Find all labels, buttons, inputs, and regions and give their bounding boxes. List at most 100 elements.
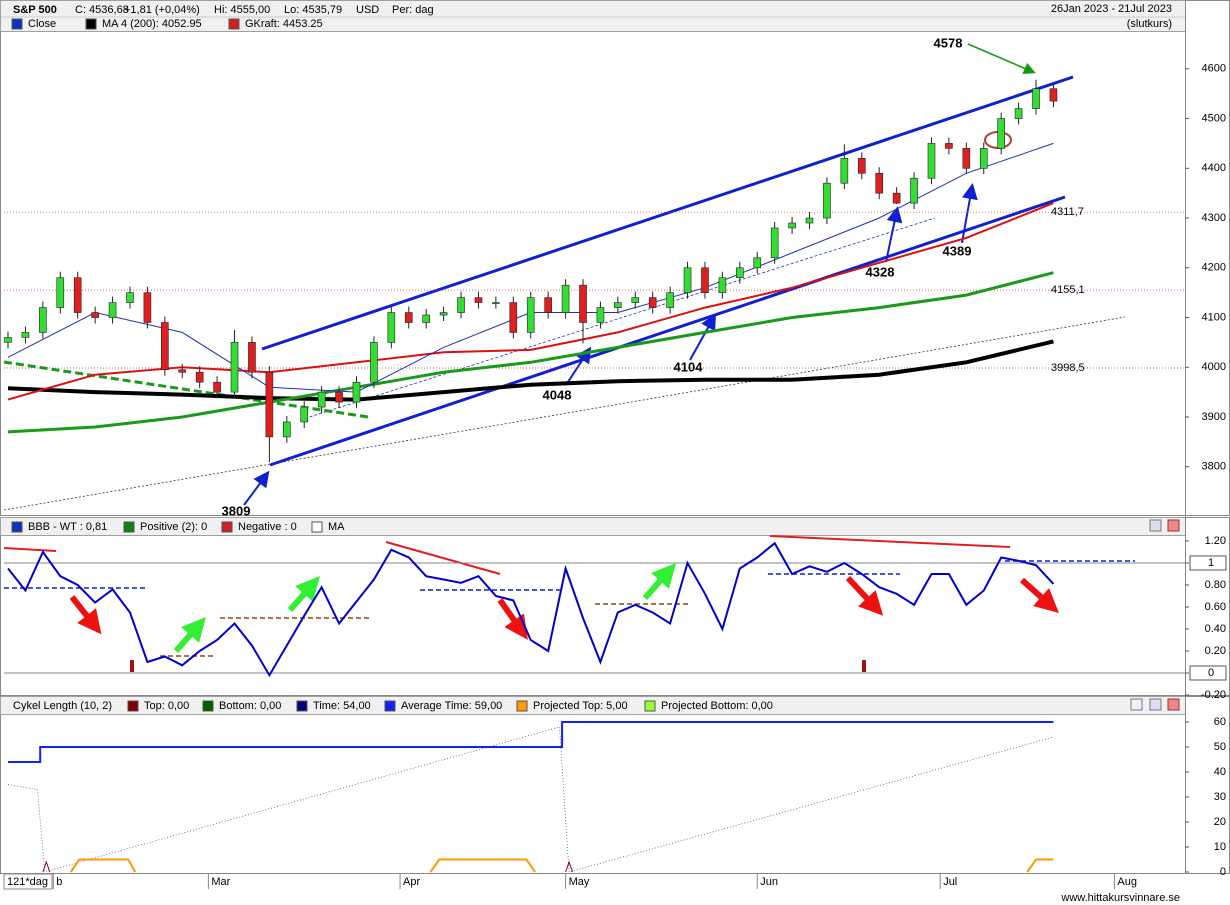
candle-body [979,148,988,169]
candle-body [492,302,500,304]
cycle-panel [0,696,1230,874]
price-panel [0,0,1230,516]
header-value: C: 4536,68 [75,4,129,16]
annotation: 4578 [934,35,963,50]
candle-body [910,177,918,204]
candle-body [840,158,849,184]
y-tick-label: 4200 [1202,262,1226,274]
x-tick-label: Apr [403,876,420,888]
panel-title: Cykel Length (10, 2) [13,700,112,712]
candle-body [718,277,727,293]
x-tick-label: Jul [943,876,957,888]
candle-body [631,297,640,303]
candle-body [282,421,291,438]
candle-body [561,284,570,313]
legend-swatch [202,700,214,712]
header-value: Lo: 4535,79 [284,4,342,16]
legend-label: Average Time: 59,00 [401,700,502,712]
candle-body [213,381,221,393]
candle-body [509,302,518,333]
candle-body [736,267,744,279]
panel-title: S&P 500 [13,4,57,16]
candle-body [927,143,936,179]
indicator-line [69,858,1054,873]
candle-body [962,148,971,169]
legend-swatch [85,18,97,30]
legend-label: Top: 0,00 [144,700,189,712]
candle-body [73,277,82,313]
candle-body [457,297,465,313]
candle-body [422,314,430,323]
annotation: 4104 [674,359,704,374]
legend-label: Projected Bottom: 0,00 [661,700,773,712]
legend-swatch [123,521,135,533]
close-icon[interactable] [1167,698,1180,711]
indicator-drawings [3,535,1135,672]
y-tick-label: 40 [1214,766,1226,778]
legend-swatch [11,521,23,533]
candle-body [300,406,309,423]
candle-body [126,292,134,303]
legend-label: MA 4 (200): 4052.95 [102,18,202,30]
legend-label: Positive (2): 0 [140,521,207,533]
candle-body [945,143,953,149]
candle-body [997,118,1005,149]
settings-icon[interactable] [1149,519,1162,532]
header-value: Hi: 4555,00 [214,4,270,16]
price-type: (slutkurs) [1127,18,1172,30]
overlay-line [7,339,1054,402]
y-tick-label: 0 [1208,667,1214,679]
y-tick-label: 4400 [1202,162,1226,174]
candle-body [352,381,361,403]
candle-body [805,217,814,224]
candle-body [683,267,692,293]
y-tick-label: 0.60 [1205,601,1226,613]
settings-icon[interactable] [1149,698,1162,711]
candle-body [317,391,326,408]
close-icon[interactable] [1167,519,1180,532]
candle-body [195,371,204,383]
candle-body [248,342,256,373]
legend-label: GKraft: 4453.25 [245,18,323,30]
x-tick-label: b [56,876,62,888]
header-value: Per: dag [392,4,434,16]
legend-label: Projected Top: 5,00 [533,700,628,712]
indicator-line [8,721,1054,763]
legend-label: Bottom: 0,00 [219,700,281,712]
y-tick-label: 0.80 [1205,579,1226,591]
candle-body [701,267,709,293]
legend-label: Time: 54,00 [313,700,371,712]
y-tick-label: 50 [1214,741,1226,753]
candle-body [230,342,239,393]
candle-body [387,312,396,343]
legend-swatch [516,700,528,712]
candle-body [1032,88,1040,109]
level-label: 3998,5 [1051,362,1085,374]
candle-body [770,227,779,259]
candle-body [648,297,657,308]
y-tick-box [1189,665,1227,681]
annotation: 4048 [543,387,572,402]
annotation: 3809 [222,503,251,518]
y-tick-label: 4000 [1202,361,1226,373]
y-tick-label: 20 [1214,816,1226,828]
period-box [3,873,53,890]
x-tick-label: Jun [760,876,778,888]
indicator-line [7,541,1055,678]
y-tick-label: 4300 [1202,212,1226,224]
indicator-panel [0,517,1230,696]
candle-body [614,302,622,308]
period-label: 121*dag [7,876,48,888]
candle-body [178,369,187,373]
legend-label: Negative : 0 [238,521,297,533]
candle-body [108,302,117,318]
info-icon[interactable] [1130,698,1143,711]
y-tick-box [1189,555,1227,571]
candle-body [823,182,831,219]
footer-credit: www.hittakursvinnare.se [1060,892,1180,904]
y-tick-label: -0.20 [1201,689,1226,701]
annotation: 4328 [866,264,895,279]
legend-swatch [311,521,323,533]
candle-body [56,277,65,308]
